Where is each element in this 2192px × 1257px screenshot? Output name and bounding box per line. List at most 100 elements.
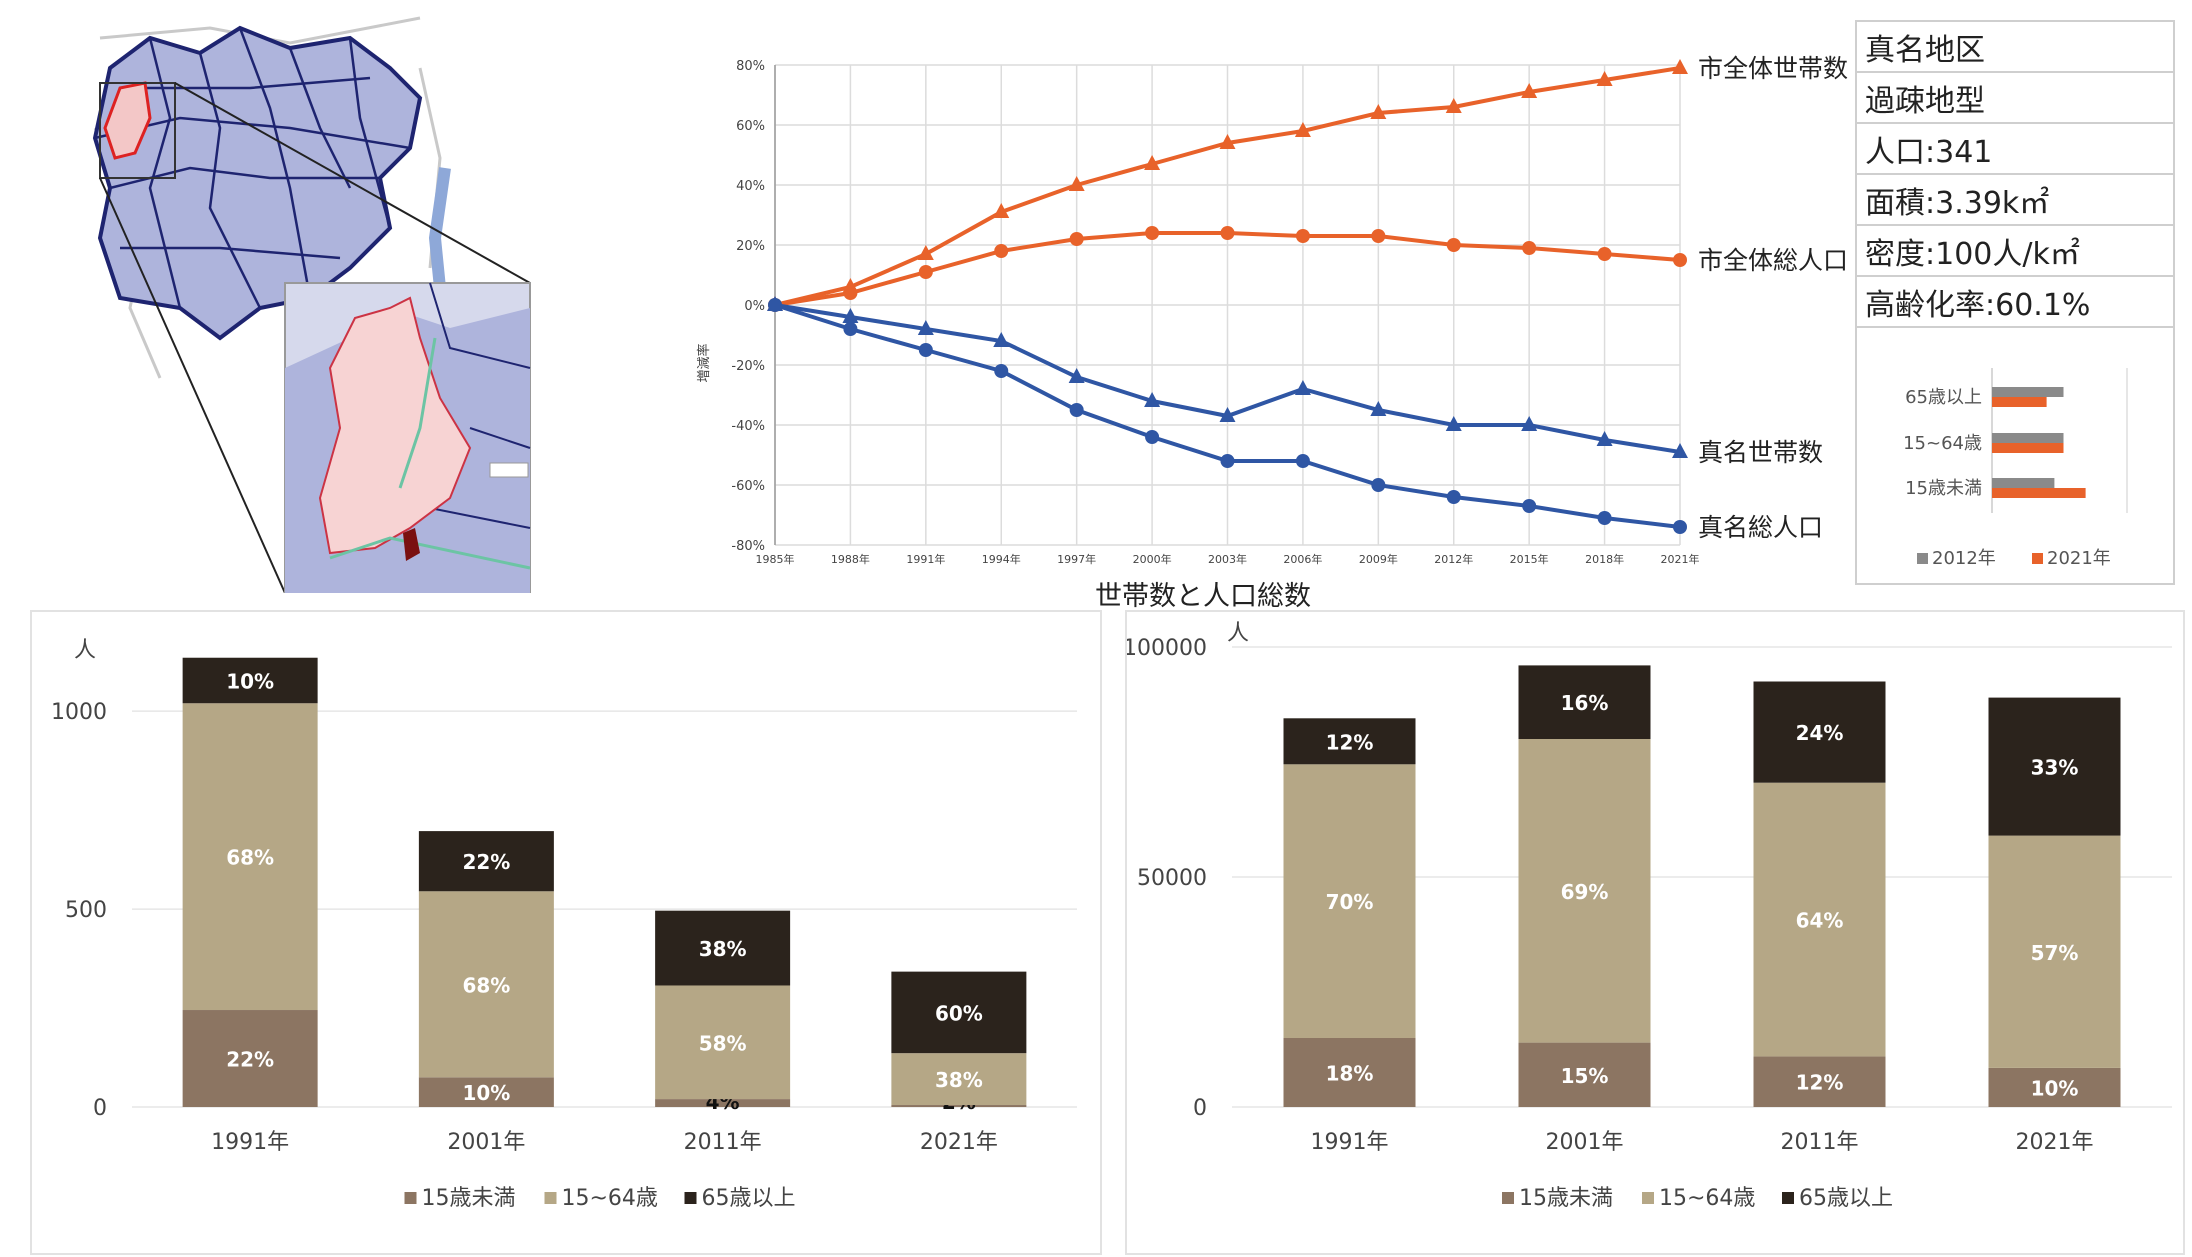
mini-legend-label: 2021年 bbox=[2047, 548, 2111, 569]
data-label: 64% bbox=[1796, 909, 1844, 933]
data-point bbox=[1597, 247, 1612, 261]
bar-segment bbox=[182, 657, 318, 704]
data-point bbox=[843, 286, 858, 300]
data-point bbox=[1596, 71, 1613, 86]
legend-label: 15~64歳 bbox=[562, 1186, 658, 1211]
x-tick-label: 2009年 bbox=[1359, 552, 1398, 566]
data-point bbox=[1673, 253, 1687, 267]
x-tick-label: 2021年 bbox=[2016, 1130, 2094, 1155]
data-label: 10% bbox=[462, 1081, 510, 1105]
y-unit-label: 人 bbox=[1227, 621, 1249, 646]
x-tick-label: 1991年 bbox=[1311, 1130, 1389, 1155]
data-point bbox=[768, 298, 782, 312]
x-tick-label: 2021年 bbox=[1661, 552, 1700, 566]
mini-bar bbox=[1992, 387, 2064, 397]
info-row: 密度:100人/k㎡ bbox=[1857, 226, 2173, 277]
line-chart-caption: 世帯数と人口総数 bbox=[1095, 581, 1311, 612]
data-point bbox=[1522, 241, 1537, 255]
data-point bbox=[1144, 392, 1161, 407]
series-label: 真名総人口 bbox=[1698, 513, 1823, 542]
x-tick-label: 1994年 bbox=[982, 552, 1021, 566]
data-point bbox=[1596, 431, 1613, 446]
x-tick-label: 2006年 bbox=[1283, 552, 1322, 566]
bar-segment bbox=[1753, 782, 1886, 1057]
y-tick-label: 0 bbox=[93, 1096, 107, 1121]
district-info-panel: 真名地区 過疎地型 人口:341 面積:3.39k㎡ 密度:100人/k㎡ 高齢化率:60… bbox=[1855, 20, 2175, 585]
data-label: 22% bbox=[462, 850, 510, 874]
series-label: 真名世帯数 bbox=[1698, 438, 1823, 467]
data-point bbox=[1145, 226, 1160, 240]
legend-swatch bbox=[684, 1192, 697, 1204]
data-point bbox=[1521, 416, 1538, 431]
series-label: 市全体総人口 bbox=[1698, 246, 1848, 275]
district-age-chart: 05001000人22%68%10%1991年10%68%22%2001年4%5… bbox=[51, 638, 1077, 1211]
bar-segment bbox=[891, 971, 1027, 1054]
mini-bar bbox=[1992, 397, 2047, 407]
data-label: 24% bbox=[1796, 721, 1844, 745]
y-tick-label: 50000 bbox=[1137, 866, 1207, 891]
x-tick-label: 2021年 bbox=[920, 1130, 998, 1155]
x-tick-label: 1991年 bbox=[906, 552, 945, 566]
series-label: 市全体世帯数 bbox=[1698, 54, 1848, 83]
data-point bbox=[993, 203, 1010, 218]
legend-label: 65歳以上 bbox=[1799, 1186, 1893, 1211]
city-age-chart-panel: 0 50000 100000 人 18% 70% 12% 1991年 15% 69% 16% 2001… bbox=[1123, 610, 2185, 1255]
data-point bbox=[1446, 490, 1461, 504]
y-tick-label: -60% bbox=[731, 479, 765, 494]
mini-legend-label: 2012年 bbox=[1932, 548, 1996, 569]
legend-label: 15歳未満 bbox=[1519, 1186, 1613, 1211]
legend-label: 15~64歳 bbox=[1659, 1186, 1755, 1211]
bar-segment bbox=[1988, 835, 2121, 1068]
bar-segment bbox=[418, 1077, 554, 1107]
info-row: 面積:3.39k㎡ bbox=[1857, 175, 2173, 226]
district-age-chart-panel: 0 500 1000 人 22% 68% 10% 1991年 10% 68% 22% 2001年 4% 5… bbox=[30, 610, 1102, 1255]
bar-segment bbox=[891, 1053, 1027, 1106]
city-age-chart: 0 50000 100000 人 18% 70% 12% 1991年 15% 69% 16% 2001… bbox=[1123, 621, 2172, 1211]
y-tick-label: 100000 bbox=[1127, 636, 1207, 661]
bar-segment bbox=[182, 1010, 318, 1107]
data-point bbox=[1069, 232, 1084, 246]
legend-swatch bbox=[1782, 1192, 1794, 1204]
x-tick-label: 1985年 bbox=[756, 552, 795, 566]
mini-legend-swatch bbox=[2032, 553, 2043, 564]
data-point bbox=[1068, 368, 1085, 383]
data-label: 10% bbox=[226, 669, 274, 693]
data-point bbox=[918, 343, 933, 357]
line-chart-svg: 80% 60% 40% 20% 0% -20% -40% -60% -80% 1985年 1988… bbox=[696, 54, 1848, 566]
x-tick-label: 2001年 bbox=[447, 1130, 525, 1155]
data-label: 18% bbox=[1326, 1062, 1374, 1086]
x-tick-label: 2003年 bbox=[1208, 552, 1247, 566]
data-label: 58% bbox=[699, 1031, 747, 1055]
data-point bbox=[1371, 478, 1386, 492]
y-tick-label: 1000 bbox=[51, 700, 107, 725]
y-tick-label: -40% bbox=[731, 419, 765, 434]
data-point bbox=[1219, 134, 1236, 149]
data-label: 69% bbox=[1561, 880, 1609, 904]
data-point bbox=[1295, 229, 1310, 243]
info-row: 過疎地型 bbox=[1857, 73, 2173, 124]
y-tick-label: -80% bbox=[731, 539, 765, 554]
data-label: 15% bbox=[1561, 1064, 1609, 1088]
data-point bbox=[1672, 443, 1688, 458]
legend-label: 65歳以上 bbox=[702, 1186, 796, 1211]
bar-segment bbox=[1753, 681, 1886, 783]
data-point bbox=[1522, 499, 1537, 513]
info-row: 人口:341 bbox=[1857, 124, 2173, 175]
data-point bbox=[1069, 403, 1084, 417]
x-tick-label: 2011年 bbox=[684, 1130, 762, 1155]
y-tick-label: -20% bbox=[731, 359, 765, 374]
bar-segment bbox=[182, 703, 318, 1011]
y-tick-label: 500 bbox=[65, 898, 107, 923]
x-tick-label: 2018年 bbox=[1585, 552, 1624, 566]
x-tick-label: 2015年 bbox=[1510, 552, 1549, 566]
y-tick-label: 60% bbox=[736, 119, 765, 134]
x-tick-label: 1997年 bbox=[1057, 552, 1096, 566]
data-point bbox=[1370, 104, 1387, 119]
y-tick-label: 0% bbox=[744, 299, 765, 314]
map-graphic bbox=[90, 8, 540, 594]
data-label: 38% bbox=[699, 937, 747, 961]
data-point bbox=[842, 308, 859, 323]
data-label: 10% bbox=[2031, 1076, 2079, 1100]
data-point bbox=[1295, 454, 1310, 468]
data-label: 12% bbox=[1326, 730, 1374, 754]
